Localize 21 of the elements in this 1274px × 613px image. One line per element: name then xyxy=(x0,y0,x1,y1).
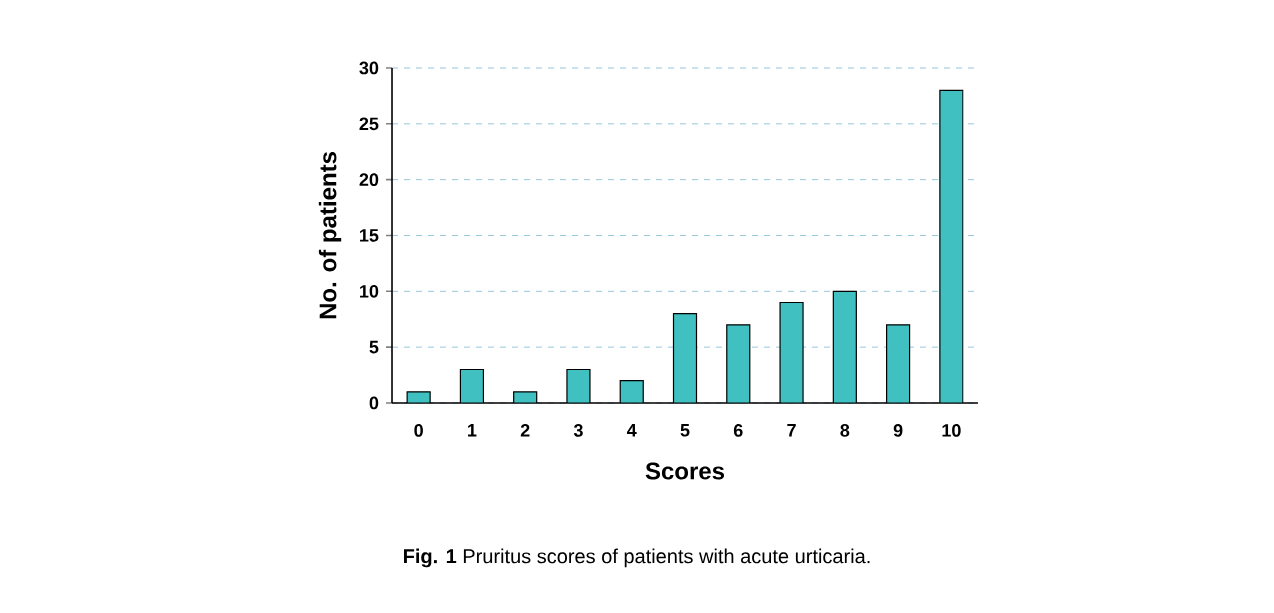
x-tick-label: 6 xyxy=(733,424,743,437)
x-axis-title: Scores xyxy=(645,462,725,480)
x-tick-label: 8 xyxy=(840,424,850,437)
x-tick-label: 3 xyxy=(573,424,583,437)
y-tick-label: 15 xyxy=(360,229,379,242)
text: Fig. 1 Pruritus scores of patients with acute urticaria. xyxy=(404,548,870,568)
y-tick-label: 25 xyxy=(359,117,379,131)
y-axis-title: No. of patients xyxy=(318,152,342,319)
x-tick-label: 1 xyxy=(468,424,477,437)
y-tick-label: 0 xyxy=(369,396,379,410)
x-tick-label: 2 xyxy=(520,424,530,437)
x-tick-label: 9 xyxy=(893,424,903,437)
y-tick-label: 10 xyxy=(360,284,379,298)
y-tick-label: 30 xyxy=(359,61,379,75)
x-tick-label: 10 xyxy=(942,424,961,437)
x-tick-label: 5 xyxy=(680,424,690,437)
y-tick-label: 5 xyxy=(369,340,379,354)
y-tick-label: 20 xyxy=(359,173,379,187)
x-tick-label: 4 xyxy=(627,424,637,437)
x-tick-label: 7 xyxy=(787,424,796,437)
x-tick-label: 0 xyxy=(414,424,423,437)
